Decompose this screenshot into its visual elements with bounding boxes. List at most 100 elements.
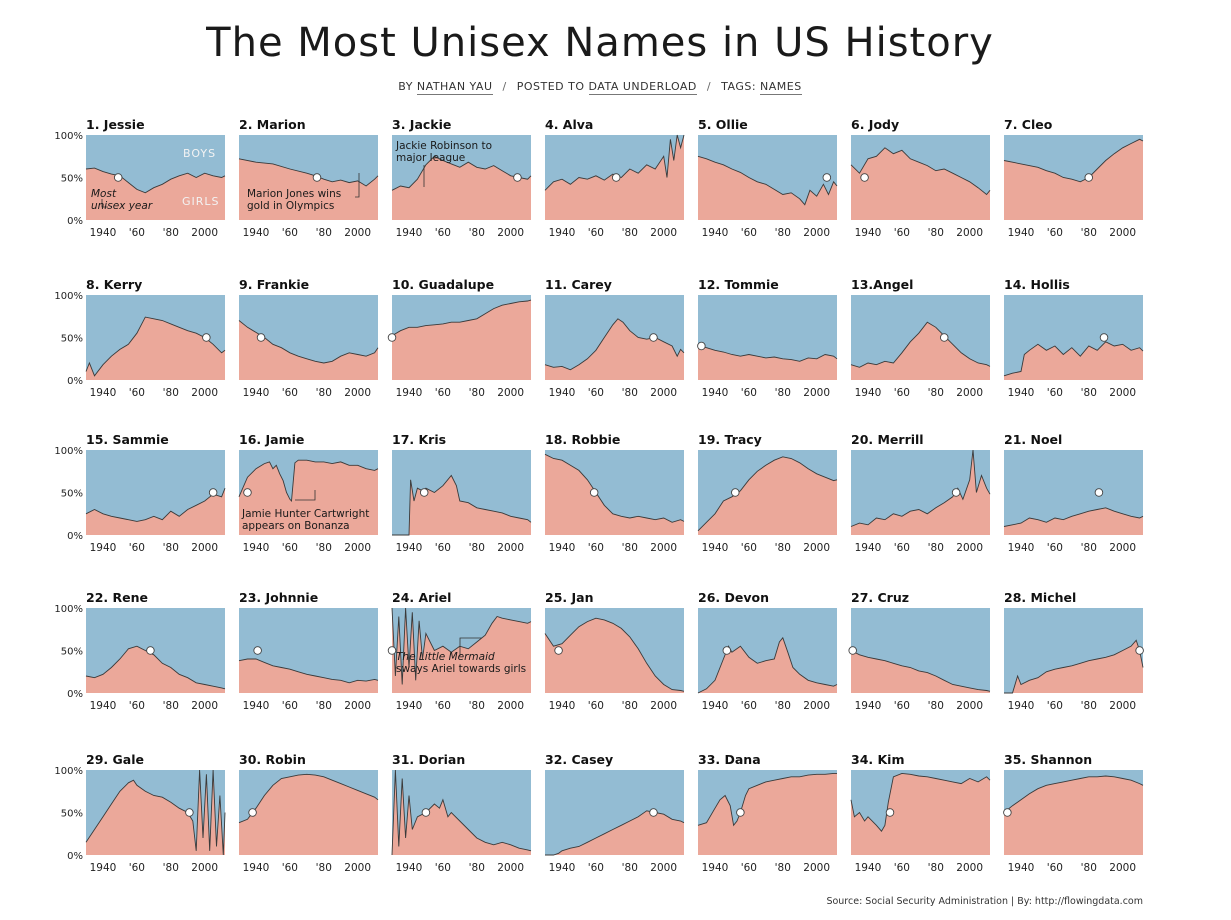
chart-title: 23. Johnnie	[239, 590, 318, 605]
x-tick-label: '80	[775, 862, 791, 874]
x-tick-label: 1940	[702, 862, 729, 874]
girls-area	[239, 774, 378, 855]
x-tick-label: 2000	[497, 387, 524, 399]
girls-area	[239, 158, 378, 220]
chart-title: 26. Devon	[698, 590, 769, 605]
unisex-year-dot	[208, 488, 218, 497]
x-tick-label: '60	[129, 862, 145, 874]
chart-title: 16. Jamie	[239, 432, 304, 447]
x-tick-label: '80	[163, 227, 179, 239]
series-line	[392, 474, 532, 536]
x-tick-label: '60	[894, 700, 910, 712]
unisex-year-dot	[185, 808, 194, 817]
x-tick-label: 2000	[803, 542, 830, 554]
x-tick-label: 2000	[956, 227, 983, 239]
chart-2: 2. Marion 1940 '60 '80 2000 Marion Jones wins…	[238, 117, 379, 239]
chart-title: 29. Gale	[86, 752, 144, 767]
x-tick-label: '60	[588, 227, 604, 239]
girls-area	[1004, 341, 1143, 380]
x-tick-label: 1940	[549, 700, 576, 712]
category-link[interactable]: DATA UNDERLOAD	[588, 80, 697, 95]
chart-19: 19. Tracy 1940 '60 '80 2000	[697, 432, 838, 554]
girls-area	[86, 770, 225, 855]
x-tick-label: '80	[928, 542, 944, 554]
x-tick-label: '80	[1081, 542, 1097, 554]
girls-label: GIRLS	[182, 195, 220, 208]
x-tick-label: 1940	[1008, 542, 1035, 554]
y-tick-label: 50%	[61, 647, 83, 658]
x-tick-label: 2000	[803, 862, 830, 874]
x-tick-label: '60	[129, 387, 145, 399]
x-tick-label: 1940	[855, 387, 882, 399]
chart-6: 6. Jody 1940 '60 '80 2000	[850, 117, 991, 239]
author-link[interactable]: NATHAN YAU	[416, 80, 493, 95]
chart-11: 11. Carey 1940 '60 '80 2000	[544, 277, 685, 399]
x-tick-label: 1940	[1008, 700, 1035, 712]
chart-title: 24. Ariel	[392, 590, 451, 605]
x-tick-label: 1940	[396, 542, 423, 554]
x-tick-label: 1940	[90, 542, 117, 554]
x-tick-label: 1940	[243, 700, 270, 712]
annotation-text: sways Ariel towards girls	[396, 663, 526, 675]
x-tick-label: 1940	[549, 227, 576, 239]
chart-title: 11. Carey	[545, 277, 612, 292]
unisex-year-dot	[202, 333, 211, 342]
series-line	[545, 810, 685, 856]
x-tick-label: 2000	[344, 227, 371, 239]
x-tick-label: 2000	[191, 227, 218, 239]
annotation-text: Jamie Hunter Cartwright	[241, 508, 369, 520]
x-tick-label: 1940	[396, 227, 423, 239]
chart-8: 8. Kerry 1940 '60 '80 2000 0% 50% 100%	[54, 277, 226, 399]
x-tick-label: '60	[741, 862, 757, 874]
girls-area	[392, 608, 531, 693]
x-tick-label: 1940	[396, 700, 423, 712]
x-tick-label: 2000	[1109, 542, 1136, 554]
x-tick-label: 2000	[191, 387, 218, 399]
y-tick-label: 50%	[61, 809, 83, 820]
x-tick-label: '80	[1081, 387, 1097, 399]
unisex-year-dot	[611, 173, 621, 182]
byline: BY NATHAN YAU / POSTED TO DATA UNDERLOAD…	[0, 80, 1200, 95]
chart-title: 12. Tommie	[698, 277, 779, 292]
x-tick-label: '80	[316, 542, 332, 554]
x-tick-label: '60	[894, 862, 910, 874]
x-tick-label: '60	[129, 542, 145, 554]
chart-25: 25. Jan 1940 '60 '80 2000	[544, 590, 685, 712]
series-line	[238, 459, 379, 503]
x-tick-label: 2000	[803, 700, 830, 712]
series-line	[697, 456, 838, 532]
girls-area	[851, 773, 990, 855]
series-line	[238, 658, 379, 684]
annotation-leader	[101, 199, 108, 208]
y-tick-label: 50%	[61, 334, 83, 345]
unisex-year-dot	[1099, 333, 1109, 342]
x-tick-label: '80	[928, 700, 944, 712]
tag-link[interactable]: NAMES	[760, 80, 802, 95]
chart-title: 35. Shannon	[1004, 752, 1092, 767]
x-tick-label: 1940	[855, 227, 882, 239]
series-line	[544, 318, 685, 371]
series-line	[1003, 138, 1144, 183]
x-tick-label: '80	[622, 700, 638, 712]
x-tick-label: '60	[129, 227, 145, 239]
annotation-text: unisex year	[91, 200, 153, 212]
chart-30: 30. Robin 1940 '60 '80 2000	[238, 752, 379, 874]
unisex-year-dot	[1084, 173, 1094, 182]
y-tick-label: 50%	[61, 174, 83, 185]
unisex-year-dot	[1135, 646, 1144, 655]
unisex-year-dot	[513, 173, 522, 182]
chart-title: 17. Kris	[392, 432, 446, 447]
x-tick-label: 1940	[702, 387, 729, 399]
x-tick-label: 2000	[191, 542, 218, 554]
x-tick-label: 2000	[344, 700, 371, 712]
annotation-leader	[459, 637, 482, 656]
chart-title: 27. Cruz	[851, 590, 909, 605]
chart-title: 18. Robbie	[545, 432, 620, 447]
x-tick-label: 1940	[243, 387, 270, 399]
girls-area	[239, 659, 378, 693]
girls-area	[698, 456, 837, 535]
chart-title: 1. Jessie	[86, 117, 145, 132]
chart-title: 5. Ollie	[698, 117, 748, 132]
x-tick-label: 2000	[497, 227, 524, 239]
annotation-text: gold in Olympics	[247, 200, 334, 212]
